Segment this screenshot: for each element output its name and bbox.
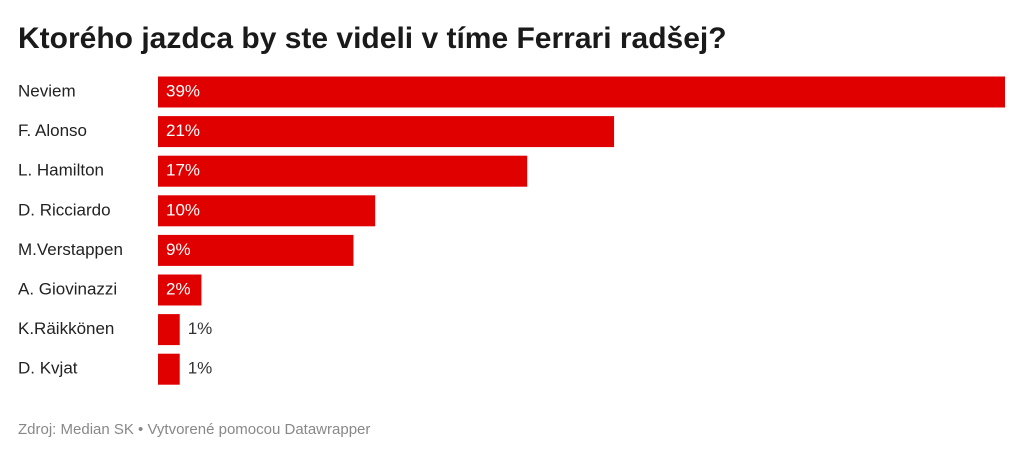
- value-label: 10%: [166, 200, 200, 219]
- bar: [158, 116, 615, 148]
- chart-title: Ktorého jazdca by ste videli v tíme Ferr…: [18, 22, 727, 55]
- bar: [158, 155, 528, 187]
- value-label: 1%: [188, 319, 213, 338]
- source-note: Zdroj: Median SK • Vytvorené pomocou Dat…: [18, 421, 370, 438]
- bar: [158, 234, 354, 266]
- value-label: 39%: [166, 81, 200, 100]
- bar: [158, 314, 180, 346]
- value-label: 21%: [166, 121, 200, 140]
- category-label: D. Kvjat: [18, 359, 78, 378]
- bar: [158, 76, 1005, 108]
- value-label: 17%: [166, 161, 200, 180]
- value-label: 1%: [188, 359, 213, 378]
- category-label: L. Hamilton: [18, 161, 104, 180]
- value-label: 2%: [166, 279, 191, 298]
- bar: [158, 195, 376, 227]
- category-label: F. Alonso: [18, 121, 87, 140]
- bar: [158, 274, 202, 306]
- value-label: 9%: [166, 240, 191, 259]
- category-label: Neviem: [18, 81, 76, 100]
- category-label: A. Giovinazzi: [18, 279, 117, 298]
- bar: [158, 353, 180, 385]
- category-label: M.Verstappen: [18, 240, 123, 259]
- category-label: K.Räikkönen: [18, 319, 114, 338]
- category-label: D. Ricciardo: [18, 200, 111, 219]
